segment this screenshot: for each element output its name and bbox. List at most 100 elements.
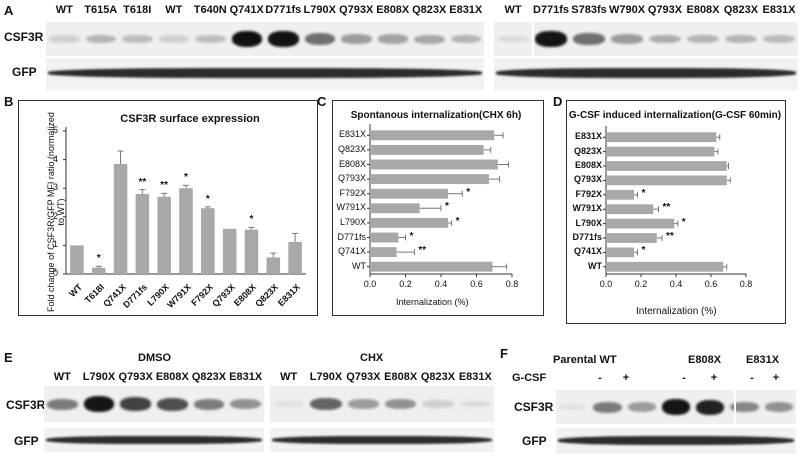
blot-band bbox=[120, 397, 151, 411]
blot-band bbox=[230, 399, 261, 409]
chart-bar bbox=[606, 204, 654, 215]
blot-band bbox=[696, 399, 725, 415]
blot-band bbox=[83, 396, 115, 412]
blot-band bbox=[122, 35, 153, 43]
chart-bar bbox=[370, 217, 449, 228]
chart-bar bbox=[606, 218, 675, 229]
panel-f-gcsf-label: G-CSF bbox=[512, 372, 547, 384]
blot-band bbox=[763, 34, 795, 44]
blot-band bbox=[157, 397, 188, 411]
lane-label: L790X bbox=[303, 4, 336, 16]
chart-b-bar bbox=[266, 257, 281, 274]
blot-band bbox=[764, 402, 793, 412]
chart-bar bbox=[370, 188, 449, 199]
lane-label: E831X bbox=[449, 4, 483, 16]
panel-f-csf3r-blot bbox=[556, 390, 796, 424]
chart-bar bbox=[606, 175, 727, 186]
chart-x-tick-label: 0.4 bbox=[434, 279, 448, 289]
lane-label: L790X bbox=[309, 371, 343, 383]
panel-c-label: C bbox=[317, 94, 327, 109]
panel-e-chx-label: CHX bbox=[360, 352, 384, 364]
chart-significance: * bbox=[445, 201, 449, 213]
chart-b-bar bbox=[157, 196, 171, 274]
chart-category-label: F792X bbox=[575, 188, 602, 199]
blot-band bbox=[573, 33, 605, 45]
chart-significance: ** bbox=[662, 202, 671, 214]
chart-bar bbox=[606, 189, 634, 200]
lane-label: E808X bbox=[376, 4, 410, 16]
lane-label: Q793X bbox=[339, 4, 374, 16]
chart-bar bbox=[370, 159, 498, 170]
lane-label: T640N bbox=[193, 4, 227, 16]
lane-label: S783fs bbox=[571, 4, 607, 16]
panel-e-dmso-gfp-blot bbox=[44, 428, 264, 452]
chart-significance: ** bbox=[666, 231, 674, 242]
lane-label: Q823X bbox=[412, 4, 447, 16]
chart-bar bbox=[370, 261, 493, 272]
chart-category-label: E831X bbox=[574, 131, 602, 142]
gcsf-sign: + bbox=[622, 372, 630, 384]
chart-significance: * bbox=[409, 230, 414, 242]
chart-b-y-tick-label: 3 bbox=[52, 182, 58, 193]
blot-band bbox=[535, 31, 567, 47]
panel-f-group-e831x: E831X bbox=[746, 354, 780, 366]
chart-b-y-tick-label: 5 bbox=[52, 125, 58, 135]
panel-a-left-gfp-blot bbox=[46, 58, 484, 90]
panel-f-csf3r-label: CSF3R bbox=[514, 400, 554, 414]
chart-category-label: D771fs bbox=[572, 232, 602, 242]
lane-label: Q793X bbox=[647, 4, 683, 16]
panel-e-csf3r-label: CSF3R bbox=[6, 398, 46, 412]
blot-band bbox=[414, 34, 445, 44]
panel-a-label: A bbox=[4, 3, 14, 18]
chart-b-significance: * bbox=[96, 253, 101, 265]
chart-d-xlabel: Internalization (%) bbox=[636, 306, 717, 317]
chart-category-label: Q793X bbox=[573, 174, 602, 185]
lane-label: W790X bbox=[608, 4, 646, 16]
blot-band bbox=[661, 399, 691, 415]
chart-category-label: Q741X bbox=[573, 246, 602, 257]
blot-band bbox=[47, 398, 78, 410]
panel-a-right-gfp-blot bbox=[494, 58, 798, 90]
lane-label: E831X bbox=[762, 4, 796, 16]
chart-b-bar bbox=[70, 245, 84, 274]
chart-category-label: W791X bbox=[336, 202, 366, 213]
blot-band bbox=[611, 34, 643, 44]
lane-label: E831X bbox=[458, 371, 492, 383]
gcsf-sign: - bbox=[682, 372, 686, 384]
chart-significance: * bbox=[466, 186, 471, 198]
chart-b-bar bbox=[135, 193, 150, 274]
chart-b-significance: ** bbox=[138, 176, 147, 188]
chart-bar bbox=[606, 247, 634, 258]
lane-label: Q823X bbox=[420, 371, 456, 383]
chart-category-label: L790X bbox=[339, 216, 366, 227]
chart-c-title: Spontanous internalization(CHX 6h) bbox=[350, 110, 522, 121]
lane-label: Q793X bbox=[346, 371, 381, 383]
chart-b-significance: * bbox=[249, 214, 254, 226]
panel-e-dmso-csf3r-blot bbox=[44, 386, 264, 422]
blot-band bbox=[559, 403, 588, 411]
chart-x-tick-label: 0.2 bbox=[634, 279, 648, 289]
chart-c-xlabel: Internalization (%) bbox=[396, 297, 469, 307]
panel-a-right-splice-line bbox=[532, 22, 534, 92]
chart-significance: * bbox=[455, 215, 460, 227]
blot-band bbox=[273, 400, 305, 408]
blot-band bbox=[450, 34, 481, 44]
chart-category-label: E808X bbox=[574, 160, 602, 170]
blot-band bbox=[231, 31, 262, 47]
blot-band bbox=[385, 399, 417, 409]
chart-category-label: F792X bbox=[339, 187, 366, 198]
chart-category-label: E831X bbox=[338, 129, 366, 140]
blot-band bbox=[422, 400, 454, 408]
panel-e-gfp-label: GFP bbox=[14, 434, 39, 448]
chart-d-title: G-CSF induced internalization(G-CSF 60mi… bbox=[568, 110, 782, 121]
gcsf-sign: - bbox=[598, 372, 602, 384]
chart-significance: * bbox=[641, 245, 646, 257]
chart-b-y-tick-label: 4 bbox=[52, 153, 58, 164]
blot-band bbox=[158, 35, 189, 43]
chart-significance: * bbox=[681, 216, 686, 228]
blot-band bbox=[195, 35, 226, 43]
blot-band bbox=[310, 398, 342, 410]
